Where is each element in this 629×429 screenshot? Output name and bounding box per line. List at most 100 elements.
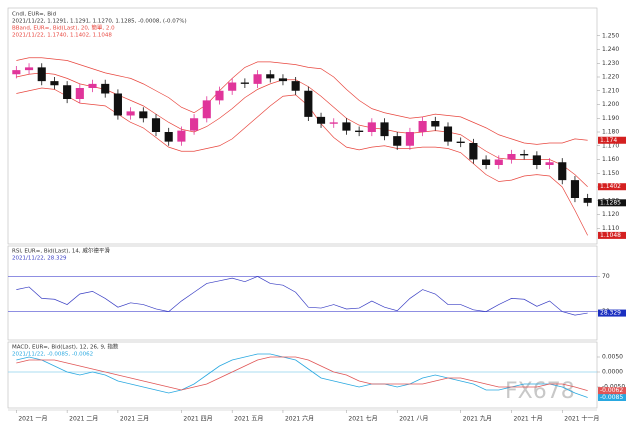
- legend-text: MACD, EUR=, Bid(Last), 12, 26, 9, 指数: [12, 343, 119, 351]
- candle-body: [12, 70, 21, 75]
- candle-body: [50, 81, 59, 86]
- candle-body: [494, 159, 503, 165]
- y-tick-label: 1.180: [602, 129, 619, 136]
- watermark: FX678: [505, 379, 575, 404]
- candle-body: [583, 198, 592, 203]
- candle-body: [316, 116, 326, 124]
- candle-body: [570, 180, 580, 198]
- price-tag-label: 1.174: [600, 137, 617, 144]
- x-tick-label: 2021 四月: [183, 416, 212, 423]
- bollinger-middle: [16, 72, 588, 187]
- y-tick-label: -0.0050: [602, 384, 625, 391]
- x-tick-label: 2021 二月: [69, 416, 98, 423]
- price-tag-label: 1.1402: [600, 183, 621, 190]
- price-tag: [598, 231, 626, 239]
- candle-body: [37, 67, 46, 82]
- price-tag: [598, 309, 626, 317]
- legend-text: 2021/11/22, -0.0085, -0.0062: [12, 352, 93, 358]
- price-tag-label: -0.0062: [600, 387, 623, 394]
- legend-text: 2021/11/22, 28.329: [12, 256, 67, 262]
- candle-body: [355, 130, 364, 132]
- candle-body: [75, 88, 84, 99]
- price-tag: [598, 199, 626, 207]
- candle-body: [24, 67, 34, 71]
- y-tick-label: 1.220: [602, 74, 619, 81]
- price-tag: [598, 387, 626, 395]
- x-tick-label: 2021 六月: [285, 415, 314, 423]
- candle-body: [177, 130, 186, 142]
- candle-body: [545, 162, 554, 165]
- candle-body: [240, 82, 249, 84]
- y-tick-label: 1.240: [602, 46, 619, 53]
- candle-body: [405, 132, 414, 146]
- y-tick-label: 1.170: [602, 142, 619, 149]
- x-tick-label: 2021 十月: [513, 415, 542, 423]
- candle-body: [151, 118, 161, 132]
- candle-body: [520, 154, 529, 156]
- bollinger-upper: [16, 57, 588, 145]
- candle-body: [88, 83, 97, 88]
- price-tag-label: 1.1048: [600, 232, 621, 239]
- candle-body: [469, 143, 478, 160]
- y-tick-label: 1.160: [602, 156, 619, 163]
- bollinger-lower: [16, 87, 588, 236]
- candle-body: [304, 90, 313, 117]
- candle-body: [63, 85, 72, 99]
- candle-body: [291, 81, 300, 91]
- x-tick-label: 2021 九月: [463, 415, 492, 423]
- candle-body: [253, 74, 262, 84]
- y-tick-label: 70: [602, 273, 610, 280]
- candle-body: [443, 126, 453, 142]
- y-tick-label: 1.200: [602, 101, 619, 108]
- candle-body: [126, 111, 135, 116]
- candle-body: [202, 100, 211, 119]
- price-tag: [598, 136, 626, 144]
- y-tick-label: 1.150: [602, 170, 619, 177]
- y-tick-label: 1.250: [602, 32, 619, 39]
- candle-body: [266, 74, 275, 79]
- candle-body: [393, 136, 402, 146]
- candle-body: [228, 82, 237, 91]
- rsi-panel: [7, 245, 598, 341]
- x-tick-label: 2021 七月: [348, 415, 377, 423]
- macd-line: [16, 353, 588, 398]
- candle-body: [367, 122, 376, 132]
- y-tick-label: 0.0000: [602, 369, 623, 376]
- candle-body: [329, 122, 338, 124]
- candle-body: [482, 159, 491, 165]
- candle-body: [215, 90, 224, 101]
- y-tick-label: 0.0050: [602, 354, 623, 361]
- x-tick-label: 2021 三月: [120, 416, 149, 423]
- price-tag-label: 1.1285: [600, 199, 621, 206]
- x-tick-label: 2021 五月: [234, 416, 263, 423]
- price-tag-label: 28.329: [600, 310, 621, 317]
- y-tick-label: 1.190: [602, 115, 619, 122]
- candle-body: [456, 141, 465, 143]
- candle-body: [113, 93, 122, 116]
- candle-body: [507, 154, 516, 160]
- y-tick-label: 1.110: [602, 225, 619, 232]
- candle-body: [380, 122, 389, 137]
- candle-body: [558, 162, 567, 181]
- price-tag: [598, 183, 626, 191]
- candle-body: [101, 83, 110, 94]
- candle-body: [532, 155, 541, 165]
- candle-body: [431, 121, 440, 127]
- candle-body: [278, 78, 288, 82]
- y-tick-label: 1.230: [602, 60, 619, 67]
- y-tick-label: 1.210: [602, 87, 619, 94]
- candle-body: [164, 132, 173, 142]
- price-tag-label: -0.0085: [600, 394, 623, 401]
- price-tag: [598, 394, 626, 401]
- legend-text: Cndl, EUR=, Bid: [12, 12, 56, 18]
- legend-text: 2021/11/22, 1.1291, 1.1291, 1.1270, 1.12…: [12, 19, 187, 25]
- candle-body: [418, 121, 427, 132]
- x-tick-label: 2021 八月: [399, 416, 428, 423]
- candle-body: [190, 118, 199, 131]
- legend-text: BBand, EUR=, Bid(Last), 20, 簡單, 2.0: [12, 24, 115, 32]
- legend-text: 2021/11/22, 1.1740, 1.1402, 1.1048: [12, 33, 112, 39]
- y-tick-label: 1.120: [602, 211, 619, 218]
- macd-panel: [7, 341, 598, 409]
